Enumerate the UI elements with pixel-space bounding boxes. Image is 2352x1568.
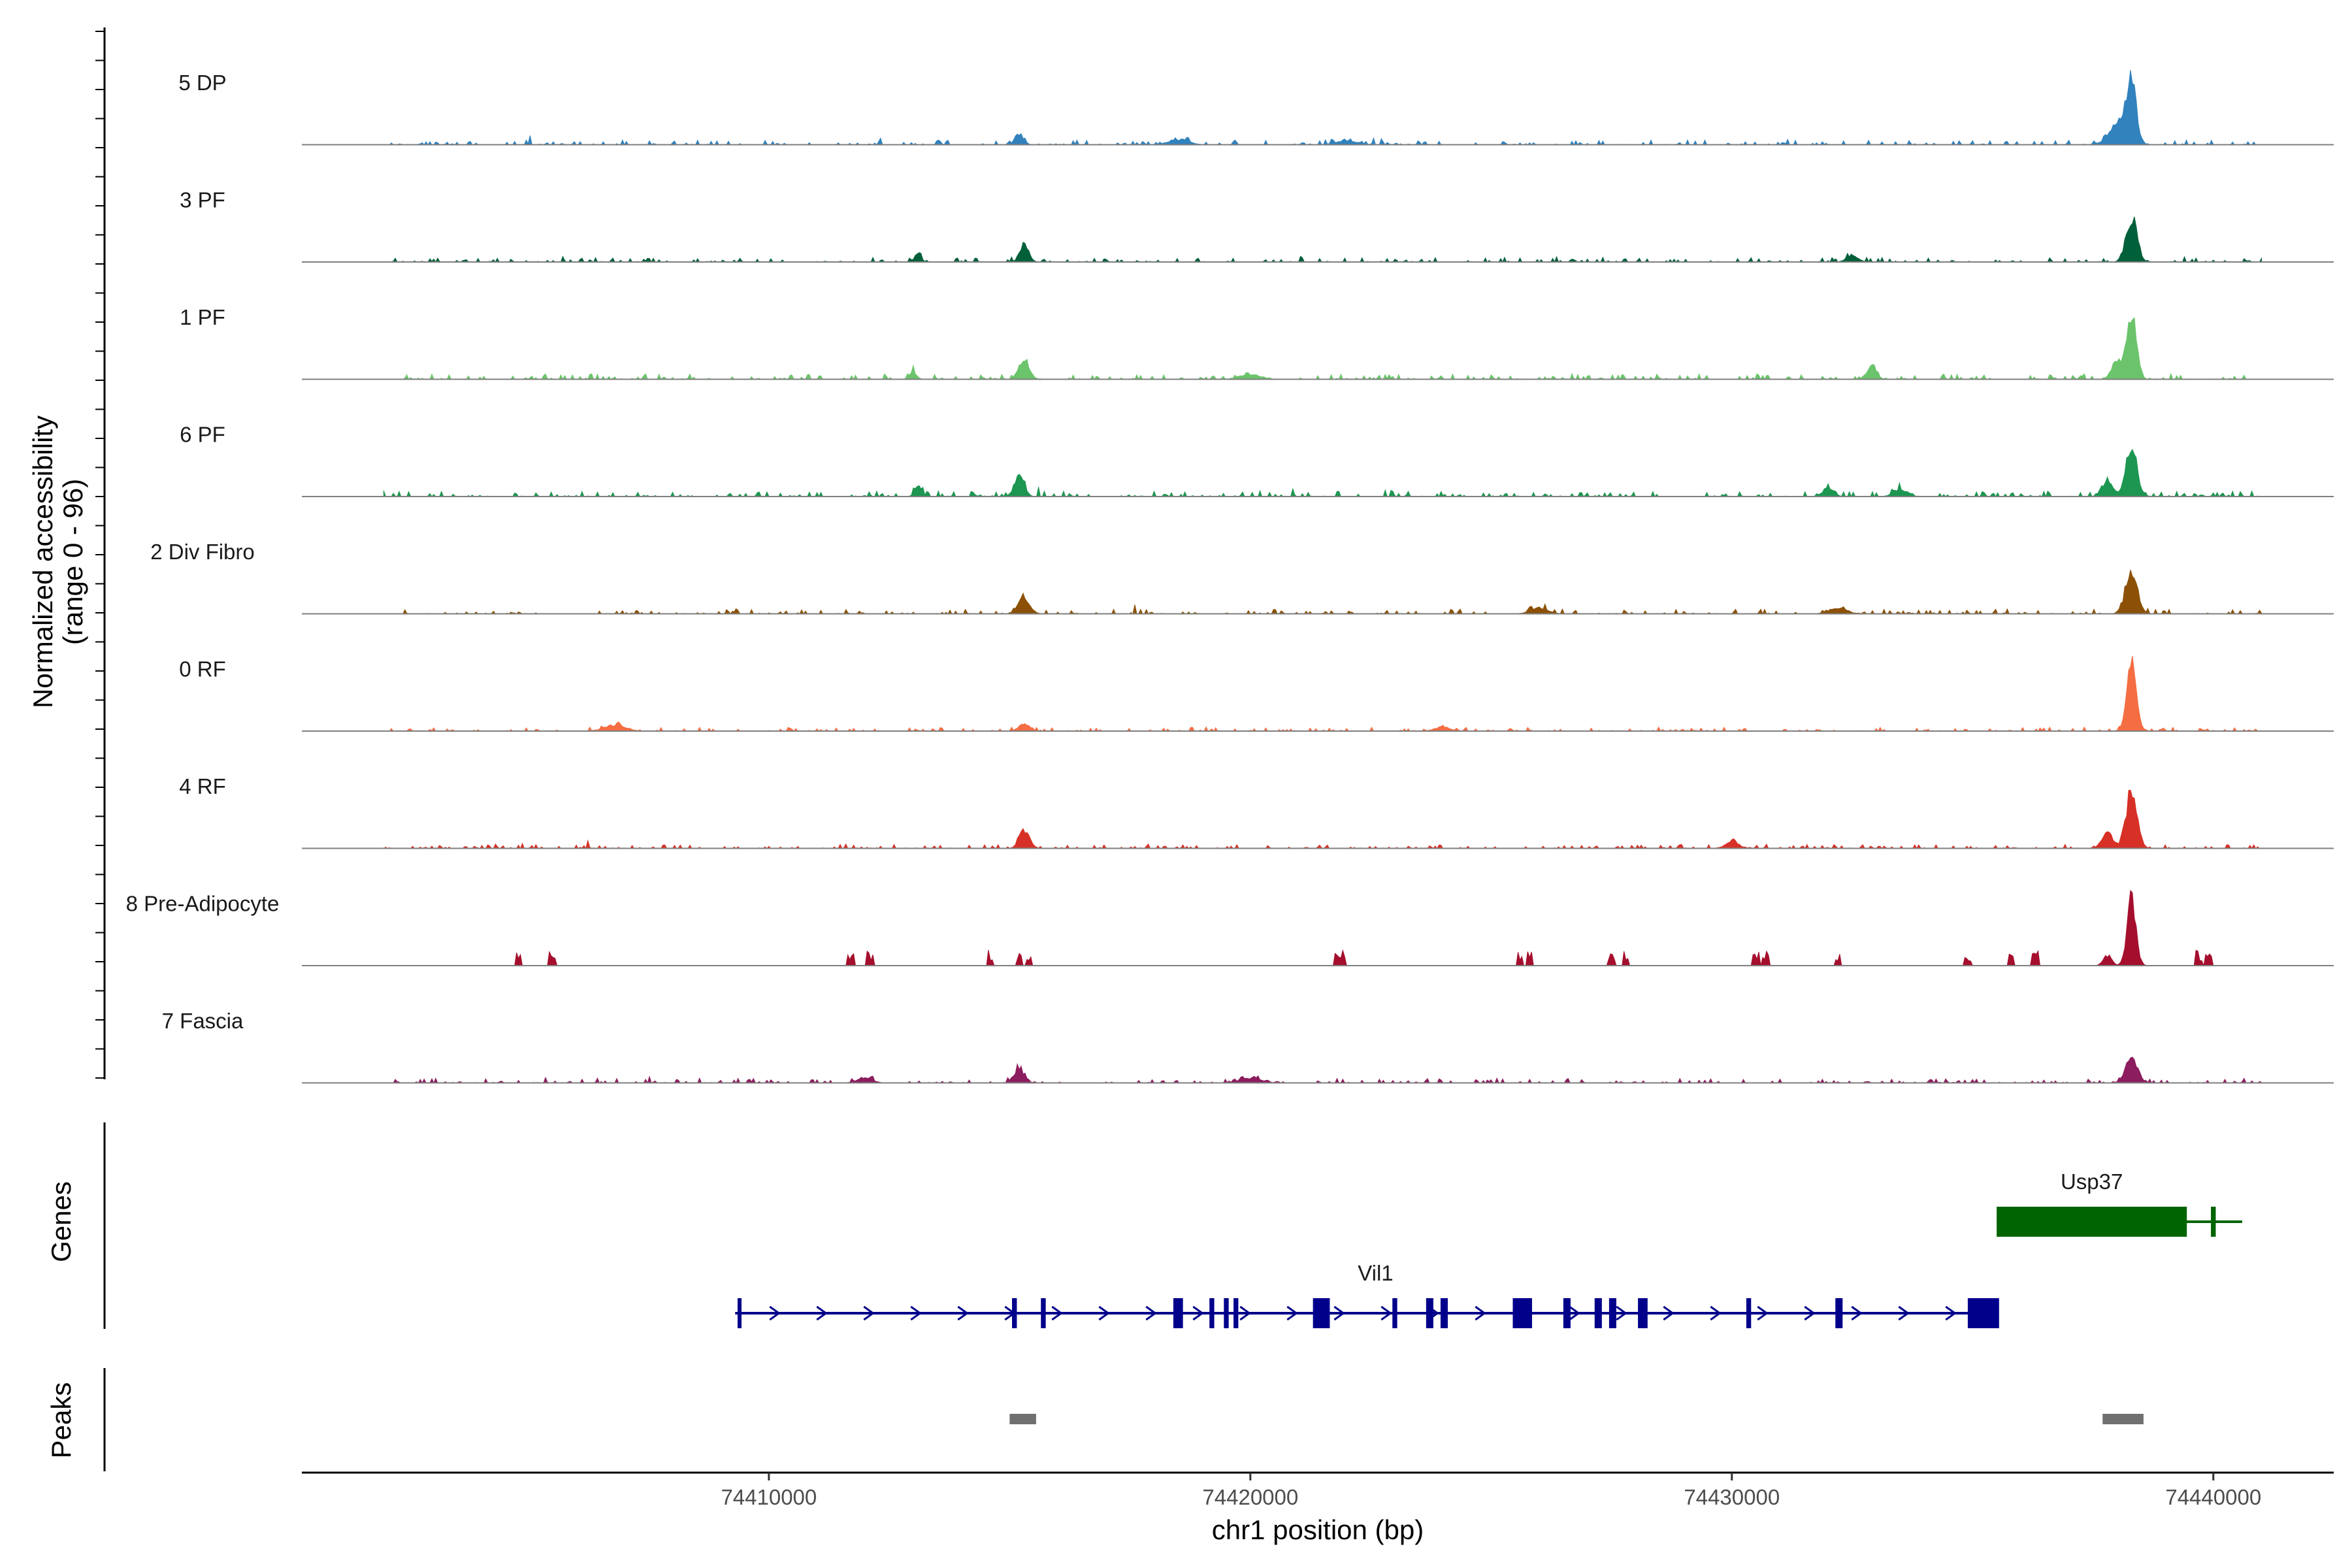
strand-chevron — [1333, 1305, 1345, 1321]
track-1-pf: 1 PF — [180, 305, 2334, 380]
exon-block — [1563, 1298, 1571, 1328]
strand-chevron — [1851, 1305, 1863, 1321]
exon-block — [1392, 1298, 1397, 1328]
track-label: 2 Div Fibro — [150, 540, 255, 564]
strand-chevron — [1663, 1305, 1674, 1321]
exon-block — [1835, 1298, 1843, 1328]
strand-chevron — [957, 1305, 969, 1321]
x-axis-title: chr1 position (bp) — [1212, 1514, 1424, 1545]
track-2-div-fibro: 2 Div Fibro — [150, 540, 2334, 615]
y-axis-title-line1: Normalized accessibility — [27, 416, 58, 708]
gene-usp37: Usp37 — [1997, 1169, 2242, 1237]
exon-block — [1426, 1298, 1433, 1328]
peaks-track-title: Peaks — [46, 1382, 76, 1459]
exon-block — [1997, 1207, 2187, 1237]
strand-chevron — [816, 1305, 828, 1321]
track-6-pf: 6 PF — [180, 423, 2334, 498]
exon-block — [1041, 1298, 1046, 1328]
track-label: 6 PF — [180, 423, 225, 447]
track-8-pre-adipocyte: 8 Pre-Adipocyte — [126, 889, 2334, 967]
strand-chevron — [1475, 1305, 1486, 1321]
strand-chevron — [1239, 1305, 1251, 1321]
strand-chevron — [1898, 1305, 1910, 1321]
strand-chevron — [1757, 1305, 1769, 1321]
coverage-tracks: 5 DP 3 PF 1 PF 6 PF 2 Div Fibro 0 RF 4 RF 8 Pre… — [126, 70, 2334, 1084]
peak-region — [2102, 1414, 2144, 1424]
track-0-rf: 0 RF — [179, 655, 2334, 732]
x-axis-ticks: 74410000 74420000 74430000 74440000 — [721, 1473, 2261, 1509]
strand-chevron — [1098, 1305, 1110, 1321]
exon-block — [1209, 1298, 1215, 1328]
exon-block — [1594, 1298, 1602, 1328]
x-tick-label: 74430000 — [1684, 1485, 1780, 1509]
y-axis-title-line2: (range 0 - 96) — [57, 479, 88, 645]
exon-block — [1012, 1298, 1017, 1328]
exon-block — [1224, 1298, 1229, 1328]
strand-chevron — [769, 1305, 781, 1321]
coverage-area — [384, 889, 2262, 967]
gene-models: Usp37 Vil1 — [735, 1169, 2242, 1328]
coverage-y-ticks — [95, 31, 105, 1079]
x-tick-label: 74410000 — [721, 1485, 817, 1509]
coverage-area — [384, 216, 2262, 263]
strand-chevron — [1380, 1305, 1392, 1321]
exon-block — [1512, 1298, 1532, 1328]
gene-vil1: Vil1 — [735, 1261, 1999, 1328]
genes-track-title: Genes — [46, 1181, 76, 1262]
exon-block — [2211, 1207, 2216, 1237]
exon-block — [1746, 1298, 1752, 1328]
track-label: 4 RF — [179, 774, 226, 798]
strand-chevron — [1286, 1305, 1298, 1321]
track-label: 0 RF — [179, 657, 226, 681]
exon-block — [1967, 1298, 1999, 1328]
strand-chevron — [910, 1305, 922, 1321]
gene-label: Vil1 — [1358, 1261, 1393, 1285]
strand-chevron — [1569, 1305, 1580, 1321]
strand-chevron — [863, 1305, 875, 1321]
track-label: 7 Fascia — [162, 1009, 244, 1033]
strand-chevron — [1710, 1305, 1722, 1321]
coverage-area — [384, 1056, 2262, 1084]
exon-block — [737, 1298, 742, 1328]
coverage-area — [383, 448, 2262, 498]
peak-region — [1009, 1414, 1036, 1424]
peaks-track-title-group: Peaks — [46, 1382, 76, 1459]
strand-chevron — [1051, 1305, 1063, 1321]
coverage-area — [384, 317, 2262, 380]
track-label: 8 Pre-Adipocyte — [126, 892, 280, 916]
exon-block — [1638, 1298, 1648, 1328]
coverage-area — [384, 655, 2262, 732]
coverage-area — [382, 789, 2262, 849]
strand-chevron — [1616, 1305, 1627, 1321]
exon-block — [1440, 1298, 1448, 1328]
track-label: 5 DP — [178, 71, 226, 95]
genes-track-title-group: Genes — [46, 1181, 76, 1262]
strand-chevron — [1804, 1305, 1816, 1321]
strand-chevron — [1145, 1305, 1157, 1321]
x-tick-label: 74420000 — [1202, 1485, 1298, 1509]
x-tick-label: 74440000 — [2165, 1485, 2261, 1509]
coverage-area — [384, 570, 2262, 615]
track-3-pf: 3 PF — [180, 188, 2334, 263]
strand-chevron — [1192, 1305, 1204, 1321]
exon-block — [1313, 1298, 1330, 1328]
track-4-rf: 4 RF — [179, 774, 2334, 849]
exon-block — [1233, 1298, 1239, 1328]
strand-chevron — [1945, 1305, 1957, 1321]
coverage-area — [384, 70, 2262, 146]
exon-block — [1609, 1298, 1616, 1328]
gene-label: Usp37 — [2061, 1169, 2123, 1194]
y-axis-title: Normalized accessibility (range 0 - 96) — [27, 416, 88, 708]
peak-regions — [1009, 1414, 2144, 1424]
exon-block — [1173, 1298, 1183, 1328]
track-5-dp: 5 DP — [178, 70, 2334, 146]
track-label: 1 PF — [180, 305, 225, 329]
track-label: 3 PF — [180, 188, 225, 212]
track-7-fascia: 7 Fascia — [162, 1009, 2334, 1084]
